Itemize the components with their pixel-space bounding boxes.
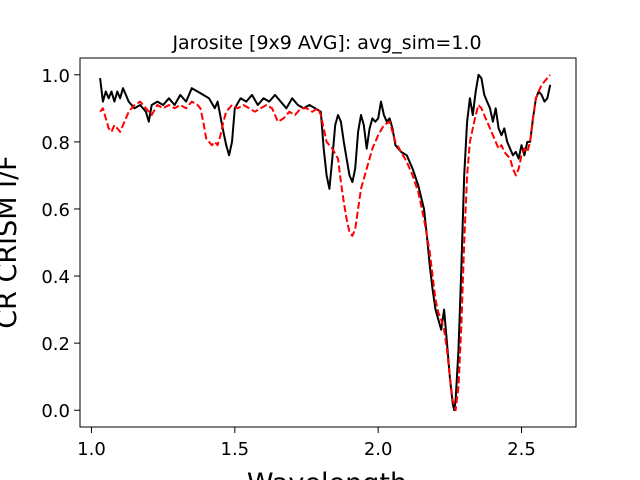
y-tick-label: 0.4 (41, 267, 70, 288)
series-line-solid-black (99, 73, 552, 412)
x-tick-label: 1.5 (221, 439, 250, 460)
x-tick-label: 2.5 (507, 439, 536, 460)
x-tick-label: 2.0 (364, 439, 393, 460)
x-tick-label: 1.0 (77, 439, 106, 460)
y-tick-label: 0.2 (41, 334, 70, 355)
y-tick-label: 0.8 (41, 133, 70, 154)
y-tick-label: 1.0 (41, 66, 70, 87)
series-line-dashed-red (99, 74, 551, 412)
y-tick-label: 0.6 (41, 200, 70, 221)
x-axis-ticks: 1.0 1.5 2.0 2.5 (77, 427, 536, 460)
y-axis-label: CR CRISM I/F (0, 155, 23, 328)
y-axis-ticks: 0.0 0.2 0.4 0.6 0.8 1.0 (41, 66, 80, 422)
chart-title: Jarosite [9x9 AVG]: avg_sim=1.0 (171, 32, 481, 54)
y-tick-label: 0.0 (41, 401, 70, 422)
x-axis-label: Wavelength (247, 468, 407, 480)
series-layer (99, 73, 552, 412)
plot-frame (79, 57, 577, 428)
